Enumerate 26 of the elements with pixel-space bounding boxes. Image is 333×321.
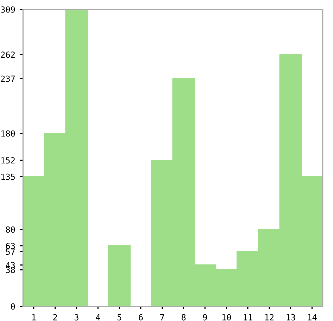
x-tick-label: 2 xyxy=(54,314,58,321)
x-tick-label: 6 xyxy=(139,314,144,321)
y-tick-label: 38 xyxy=(6,267,16,274)
y-tick-label: 262 xyxy=(1,52,15,58)
bar xyxy=(108,245,131,307)
x-tick-label: 14 xyxy=(308,314,317,321)
x-tick-label: 7 xyxy=(160,314,164,321)
y-tick-label: 180 xyxy=(2,130,16,137)
x-tick-label: 3 xyxy=(74,314,79,321)
x-tick-label: 4 xyxy=(96,314,100,321)
x-tick-label: 10 xyxy=(222,314,232,321)
x-tick-label: 5 xyxy=(118,314,122,321)
x-tick-label: 11 xyxy=(244,314,253,321)
y-tick-label: 43 xyxy=(6,262,16,269)
x-tick-label: 8 xyxy=(182,314,186,321)
y-tick-label: 135 xyxy=(2,174,16,180)
y-tick-label: 152 xyxy=(2,158,15,164)
y-tick-label: 309 xyxy=(1,6,16,13)
y-tick-label: 80 xyxy=(6,226,16,233)
x-tick-label: 13 xyxy=(286,314,296,321)
x-tick-label: 9 xyxy=(203,314,208,321)
x-tick-label: 12 xyxy=(265,314,274,321)
x-tick-label: 1 xyxy=(32,314,36,321)
y-tick-label: 237 xyxy=(1,76,16,82)
y-tick-label: 57 xyxy=(6,248,16,256)
y-tick-label: 0 xyxy=(11,304,16,310)
